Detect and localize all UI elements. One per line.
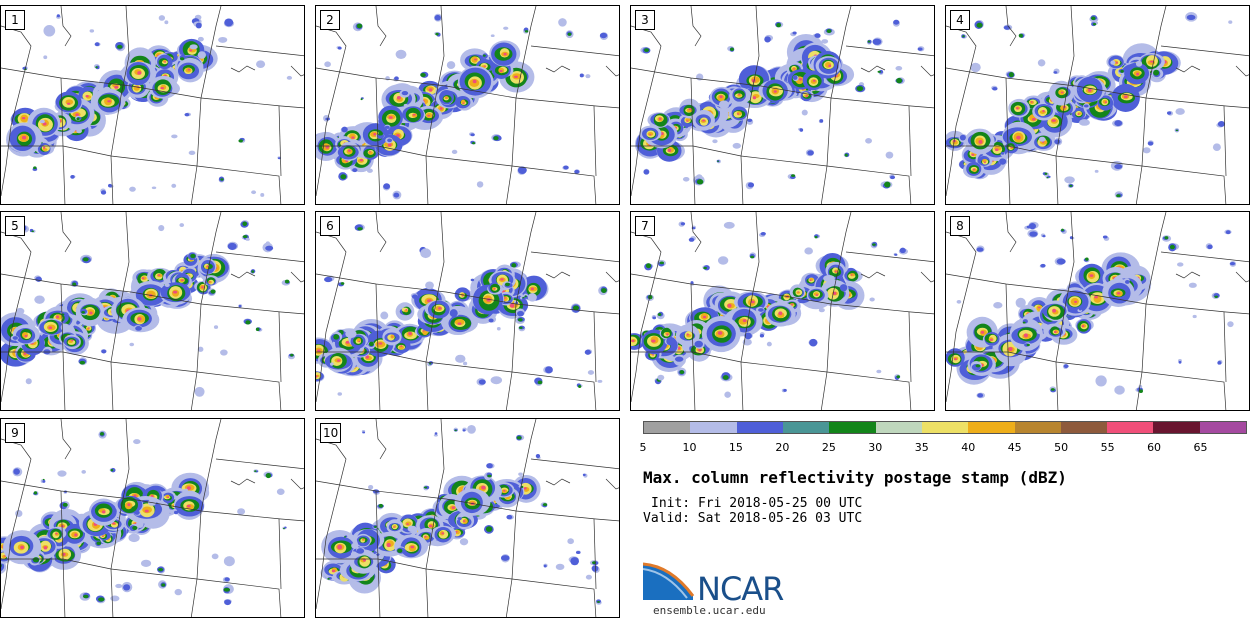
valid-time: Valid: Sat 2018-05-26 03 UTC [643,511,863,526]
member-number-label: 3 [635,10,655,30]
reflectivity-map [631,212,934,410]
figure-title: Max. column reflectivity postage stamp (… [643,468,1067,487]
colorbar-tick-label: 55 [1100,441,1115,454]
reflectivity-map [946,212,1249,410]
member-number-label: 1 [5,10,25,30]
ensemble-member-panel: 2 [315,5,620,205]
colorbar-segment [736,422,783,433]
ensemble-member-panel: 4 [945,5,1250,205]
colorbar-segment [1014,422,1061,433]
colorbar-segment [1153,422,1200,433]
reflectivity-map [316,212,619,410]
member-number-label: 10 [320,423,342,443]
reflectivity-map [1,6,304,204]
ensemble-url: ensemble.ucar.edu [653,604,766,617]
ensemble-member-panel: 1 [0,5,305,205]
ensemble-member-panel: 5 [0,211,305,411]
ensemble-member-panel: 9 [0,418,305,618]
colorbar-segment [690,422,737,433]
colorbar-segment [782,422,830,433]
colorbar-tick-label: 5 [639,441,647,454]
colorbar-tick-label: 50 [1054,441,1069,454]
ncar-logo-icon [643,562,695,600]
ensemble-member-panel: 10 [315,418,620,618]
member-number-label: 5 [5,216,25,236]
reflectivity-map [316,419,619,617]
colorbar-segment [829,422,876,433]
colorbar-tick-label: 60 [1147,441,1162,454]
colorbar-segment [1199,422,1247,433]
reflectivity-colorbar [643,421,1247,434]
member-number-label: 9 [5,423,25,443]
member-number-label: 7 [635,216,655,236]
reflectivity-map [1,419,304,617]
reflectivity-map [946,6,1249,204]
member-number-label: 8 [950,216,970,236]
reflectivity-map [1,212,304,410]
colorbar-tick-label: 65 [1193,441,1208,454]
member-number-label: 2 [320,10,340,30]
colorbar-segment [921,422,969,433]
init-time: Init: Fri 2018-05-25 00 UTC [651,496,863,511]
ensemble-member-panel: 8 [945,211,1250,411]
ncar-logo-text: NCAR [697,570,784,608]
ensemble-member-panel: 3 [630,5,935,205]
reflectivity-map [631,6,934,204]
reflectivity-map [316,6,619,204]
colorbar-tick-label: 15 [728,441,743,454]
colorbar-tick-label: 40 [961,441,976,454]
colorbar-tick-label: 35 [914,441,929,454]
colorbar-segment [968,422,1015,433]
colorbar-segment [644,422,691,433]
colorbar-tick-label: 45 [1007,441,1022,454]
colorbar-tick-label: 30 [868,441,883,454]
ensemble-member-panel: 7 [630,211,935,411]
member-number-label: 6 [320,216,340,236]
colorbar-tick-label: 10 [682,441,697,454]
member-number-label: 4 [950,10,970,30]
colorbar-ticks: 5 10 15 20 25 30 35 40 45 50 55 60 65 [639,441,1247,455]
colorbar-tick-label: 20 [775,441,790,454]
colorbar-tick-label: 25 [821,441,836,454]
colorbar-segment [1060,422,1108,433]
colorbar-segment [875,422,922,433]
ensemble-member-panel: 6 [315,211,620,411]
colorbar-segment [1107,422,1154,433]
